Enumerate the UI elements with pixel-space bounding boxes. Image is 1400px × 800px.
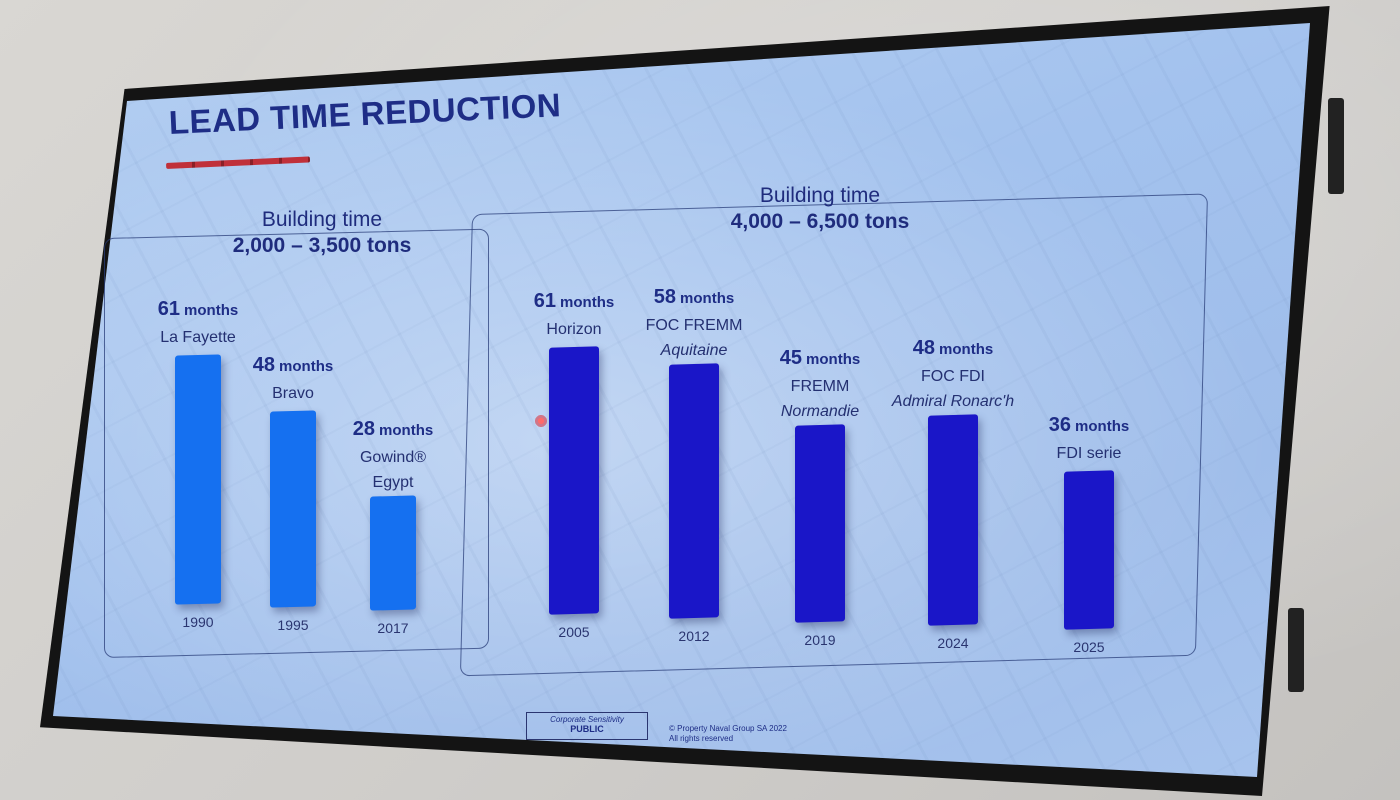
data-label-value: 36 — [1048, 414, 1072, 437]
data-label-unit: months — [560, 294, 615, 311]
tick-label-1990: 1990 — [182, 614, 214, 630]
bar-name-line: FDI serie — [1056, 445, 1122, 463]
wall-mount-bottom — [1288, 608, 1304, 692]
data-label-unit: months — [279, 358, 334, 376]
data-label-1990: 61 months — [108, 298, 288, 321]
copyright-notice: © Property Naval Group SA 2022 All right… — [669, 724, 787, 743]
tick-label-2012: 2012 — [678, 628, 710, 644]
bar-name-2024: FOC FDI Admiral Ronarc'h — [863, 367, 1043, 412]
tick-label-2017: 2017 — [377, 620, 409, 636]
tick-label-2024: 2024 — [937, 635, 969, 651]
sensitivity-label-box: Corporate Sensitivity PUBLIC — [526, 712, 648, 740]
data-label-value: 45 — [779, 347, 803, 370]
data-label-2005: 61 months — [484, 290, 664, 313]
bar-name-2012: FOC FREMM Aquitaine — [604, 316, 784, 361]
data-label-value: 48 — [252, 354, 276, 377]
bar-name-italic: Normandie — [780, 403, 860, 421]
tick-label-2005: 2005 — [558, 624, 590, 640]
data-label-unit: months — [379, 421, 434, 439]
chart1-title: Building time 2,000 – 3,500 tons — [222, 208, 422, 258]
bar-name-line: Horizon — [546, 321, 602, 338]
bar-name-line: FOC FREMM — [645, 317, 743, 335]
bar-name-line: FOC FDI — [921, 367, 985, 385]
tick-label-2019: 2019 — [804, 632, 836, 648]
data-label-value: 58 — [653, 286, 677, 309]
data-label-value: 61 — [157, 298, 181, 320]
bar-name-1995: Bravo — [203, 384, 383, 409]
copyright-line2: All rights reserved — [669, 733, 734, 743]
bar-name-line: FREMM — [790, 378, 850, 396]
bar-name-line: Egypt — [372, 473, 414, 491]
sensitivity-label: Corporate Sensitivity — [550, 715, 624, 724]
bar-name-line: Gowind® — [359, 448, 427, 466]
bar-2025 — [1064, 470, 1114, 630]
data-label-2012: 58 months — [604, 286, 784, 309]
copyright-line1: © Property Naval Group SA 2022 — [669, 724, 787, 733]
bar-name-1990: La Fayette — [108, 328, 288, 353]
bar-2019 — [795, 424, 845, 623]
data-label-2025: 36 months — [999, 414, 1179, 437]
sensitivity-value: PUBLIC — [570, 724, 604, 734]
chart1-title-line1: Building time — [261, 208, 383, 231]
bar-name-italic: Admiral Ronarc'h — [891, 392, 1015, 410]
data-label-value: 48 — [912, 336, 936, 359]
data-label-unit: months — [939, 340, 994, 358]
data-label-unit: months — [1075, 418, 1130, 436]
data-label-2024: 48 months — [863, 337, 1043, 360]
data-label-value: 28 — [352, 417, 376, 440]
bar-name-line: Bravo — [272, 385, 314, 403]
bar-2005 — [549, 346, 599, 615]
data-label-2019: 45 months — [730, 347, 910, 370]
bar-name-2019: FREMM Normandie — [730, 377, 910, 422]
wall-mount-top — [1328, 98, 1344, 194]
chart1-title-line2: 2,000 – 3,500 tons — [232, 234, 412, 257]
tick-label-2025: 2025 — [1073, 639, 1105, 655]
data-label-unit: months — [680, 290, 735, 308]
bar-name-2017: Gowind® Egypt — [303, 448, 483, 498]
bar-name-italic: Aquitaine — [660, 342, 728, 360]
data-label-2017: 28 months — [303, 418, 483, 441]
chart2-title-line2: 4,000 – 6,500 tons — [730, 210, 910, 233]
bar-name-line: La Fayette — [160, 329, 236, 346]
data-label-unit: months — [806, 351, 861, 369]
bar-name-2025: FDI serie — [999, 444, 1179, 469]
bar-2024 — [928, 414, 978, 626]
chart2-title-line1: Building time — [759, 184, 881, 207]
data-label-unit: months — [184, 302, 239, 319]
data-label-1995: 48 months — [203, 354, 383, 377]
laser-pointer-dot — [534, 414, 548, 428]
chart2-title: Building time 4,000 – 6,500 tons — [700, 184, 940, 234]
data-label-value: 61 — [533, 290, 557, 312]
tick-label-1995: 1995 — [277, 617, 309, 633]
bar-2012 — [669, 363, 719, 619]
bar-name-2005: Horizon — [484, 320, 664, 345]
bar-2017 — [370, 495, 416, 611]
